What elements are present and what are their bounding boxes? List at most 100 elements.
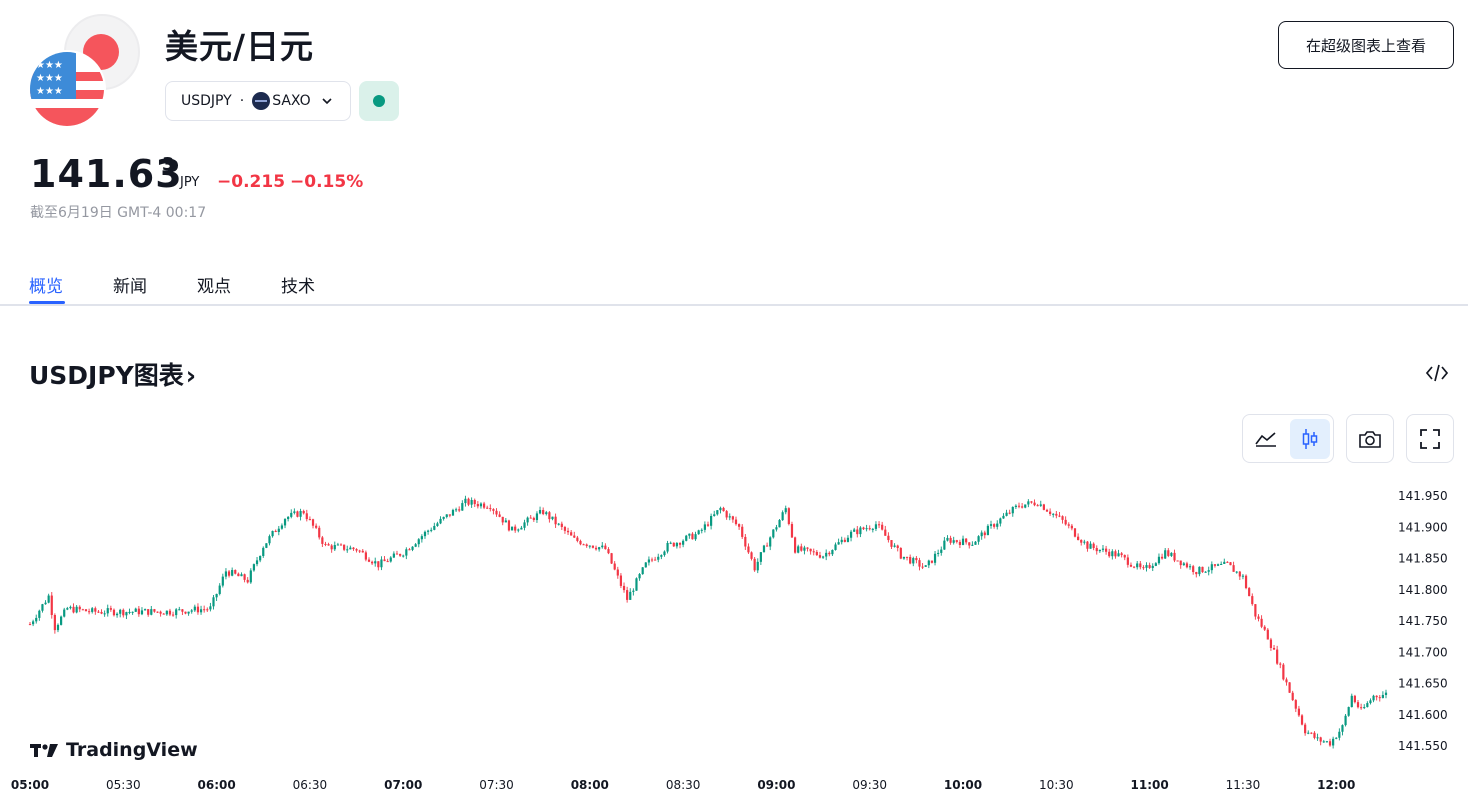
candle-body [710, 515, 713, 526]
candle-body [156, 611, 159, 613]
last-price-superscript: 3 [162, 154, 175, 175]
candle-body [1285, 679, 1288, 683]
candle-body [137, 608, 140, 615]
candle-body [946, 537, 949, 541]
fullscreen-button[interactable] [1406, 414, 1454, 463]
currency-pair-flags: ★★★ ★★★ ★★★ [28, 14, 140, 128]
candle-body [131, 611, 134, 613]
candle-body [343, 544, 346, 550]
candle-body [234, 570, 237, 574]
tab-ideas[interactable]: 观点 [197, 277, 231, 297]
candle-body [1378, 697, 1381, 699]
candle-body [579, 540, 582, 545]
svg-text:★★★: ★★★ [36, 86, 63, 97]
candle-body [1021, 506, 1024, 508]
candle-body [115, 613, 119, 616]
candle-body [458, 509, 461, 511]
candle-body [336, 544, 339, 546]
candle-body [358, 550, 361, 552]
candle-body [793, 537, 797, 553]
candle-body [109, 608, 112, 610]
chart-section-title[interactable]: USDJPY图表› [29, 356, 196, 392]
us-flag-icon: ★★★ ★★★ ★★★ [28, 50, 106, 128]
candle-body [283, 519, 287, 526]
candle-body [806, 547, 809, 549]
candle-body [439, 518, 442, 524]
market-status-indicator[interactable] [359, 81, 399, 121]
candle-body [165, 610, 168, 615]
candle-body [598, 547, 601, 550]
x-tick-label: 10:00 [944, 778, 982, 792]
candle-body [50, 595, 53, 615]
tab-overview[interactable]: 概览 [29, 277, 63, 297]
candles-chart-button[interactable] [1290, 419, 1330, 459]
candle-body [1363, 707, 1366, 709]
candle-body [280, 525, 284, 529]
view-on-supercharts-button[interactable]: 在超级图表上查看 [1278, 21, 1454, 69]
candle-body [622, 585, 626, 591]
candle-body [1114, 551, 1117, 557]
candle-body [140, 610, 144, 615]
candle-body [1269, 639, 1273, 648]
price-chart[interactable]: 141.950 141.900 141.850 141.800 141.750 141.7… [0, 470, 1468, 809]
candle-body [619, 575, 623, 586]
candle-body [330, 545, 333, 550]
candle-body [535, 513, 539, 521]
candle-body [784, 508, 787, 513]
candle-body [955, 540, 958, 542]
tradingview-logo[interactable]: TradingView [30, 738, 202, 762]
code-icon[interactable] [1424, 362, 1450, 384]
x-tick-label: 05:00 [11, 778, 49, 792]
candle-body [299, 510, 302, 517]
candle-body [346, 549, 349, 551]
candle-body [1148, 565, 1151, 568]
candle-body [392, 553, 395, 558]
candle-body [1080, 539, 1083, 543]
candle-body [81, 609, 84, 611]
price-change: −0.215 [217, 172, 286, 192]
area-chart-button[interactable] [1246, 419, 1286, 459]
candle-body [296, 511, 299, 517]
candle-body [60, 616, 63, 625]
candle-body [980, 532, 983, 537]
tab-technicals[interactable]: 技术 [281, 277, 315, 297]
candle-body [834, 544, 837, 550]
candle-body [1235, 571, 1238, 573]
tradingview-brand-text: TradingView [66, 739, 198, 761]
candle-body [268, 536, 271, 544]
candle-body [787, 508, 790, 525]
candle-body [94, 608, 97, 612]
candle-body [1384, 692, 1388, 695]
candle-body [554, 516, 557, 525]
candle-body [1341, 725, 1344, 732]
candle-body [489, 508, 492, 510]
candle-body [324, 543, 327, 545]
candle-body [374, 561, 377, 564]
candle-body [255, 560, 259, 565]
candle-body [454, 509, 458, 511]
candle-body [1151, 565, 1154, 568]
saxo-logo-icon [252, 92, 271, 110]
candle-body [321, 537, 324, 544]
symbol-exchange-selector[interactable]: USDJPY · SAXO [165, 81, 351, 121]
candle-body [700, 529, 703, 531]
candle-body [1260, 618, 1263, 627]
candle-body [1052, 513, 1055, 515]
tab-news[interactable]: 新闻 [113, 277, 147, 297]
y-tick-label: 141.550 [1398, 739, 1448, 753]
candle-body [607, 549, 610, 554]
candle-body [821, 556, 825, 558]
candle-body [874, 524, 878, 529]
candle-body [84, 609, 88, 612]
candle-body [1039, 504, 1042, 506]
snapshot-button[interactable] [1346, 414, 1394, 463]
candle-body [912, 558, 915, 564]
candle-body [560, 523, 563, 527]
x-tick-label: 11:30 [1226, 778, 1261, 792]
candle-body [498, 514, 501, 517]
candle-body [1322, 741, 1325, 743]
candle-body [924, 565, 927, 567]
candle-body [790, 524, 794, 538]
symbol-label: USDJPY [181, 93, 232, 109]
candle-body [221, 576, 224, 586]
